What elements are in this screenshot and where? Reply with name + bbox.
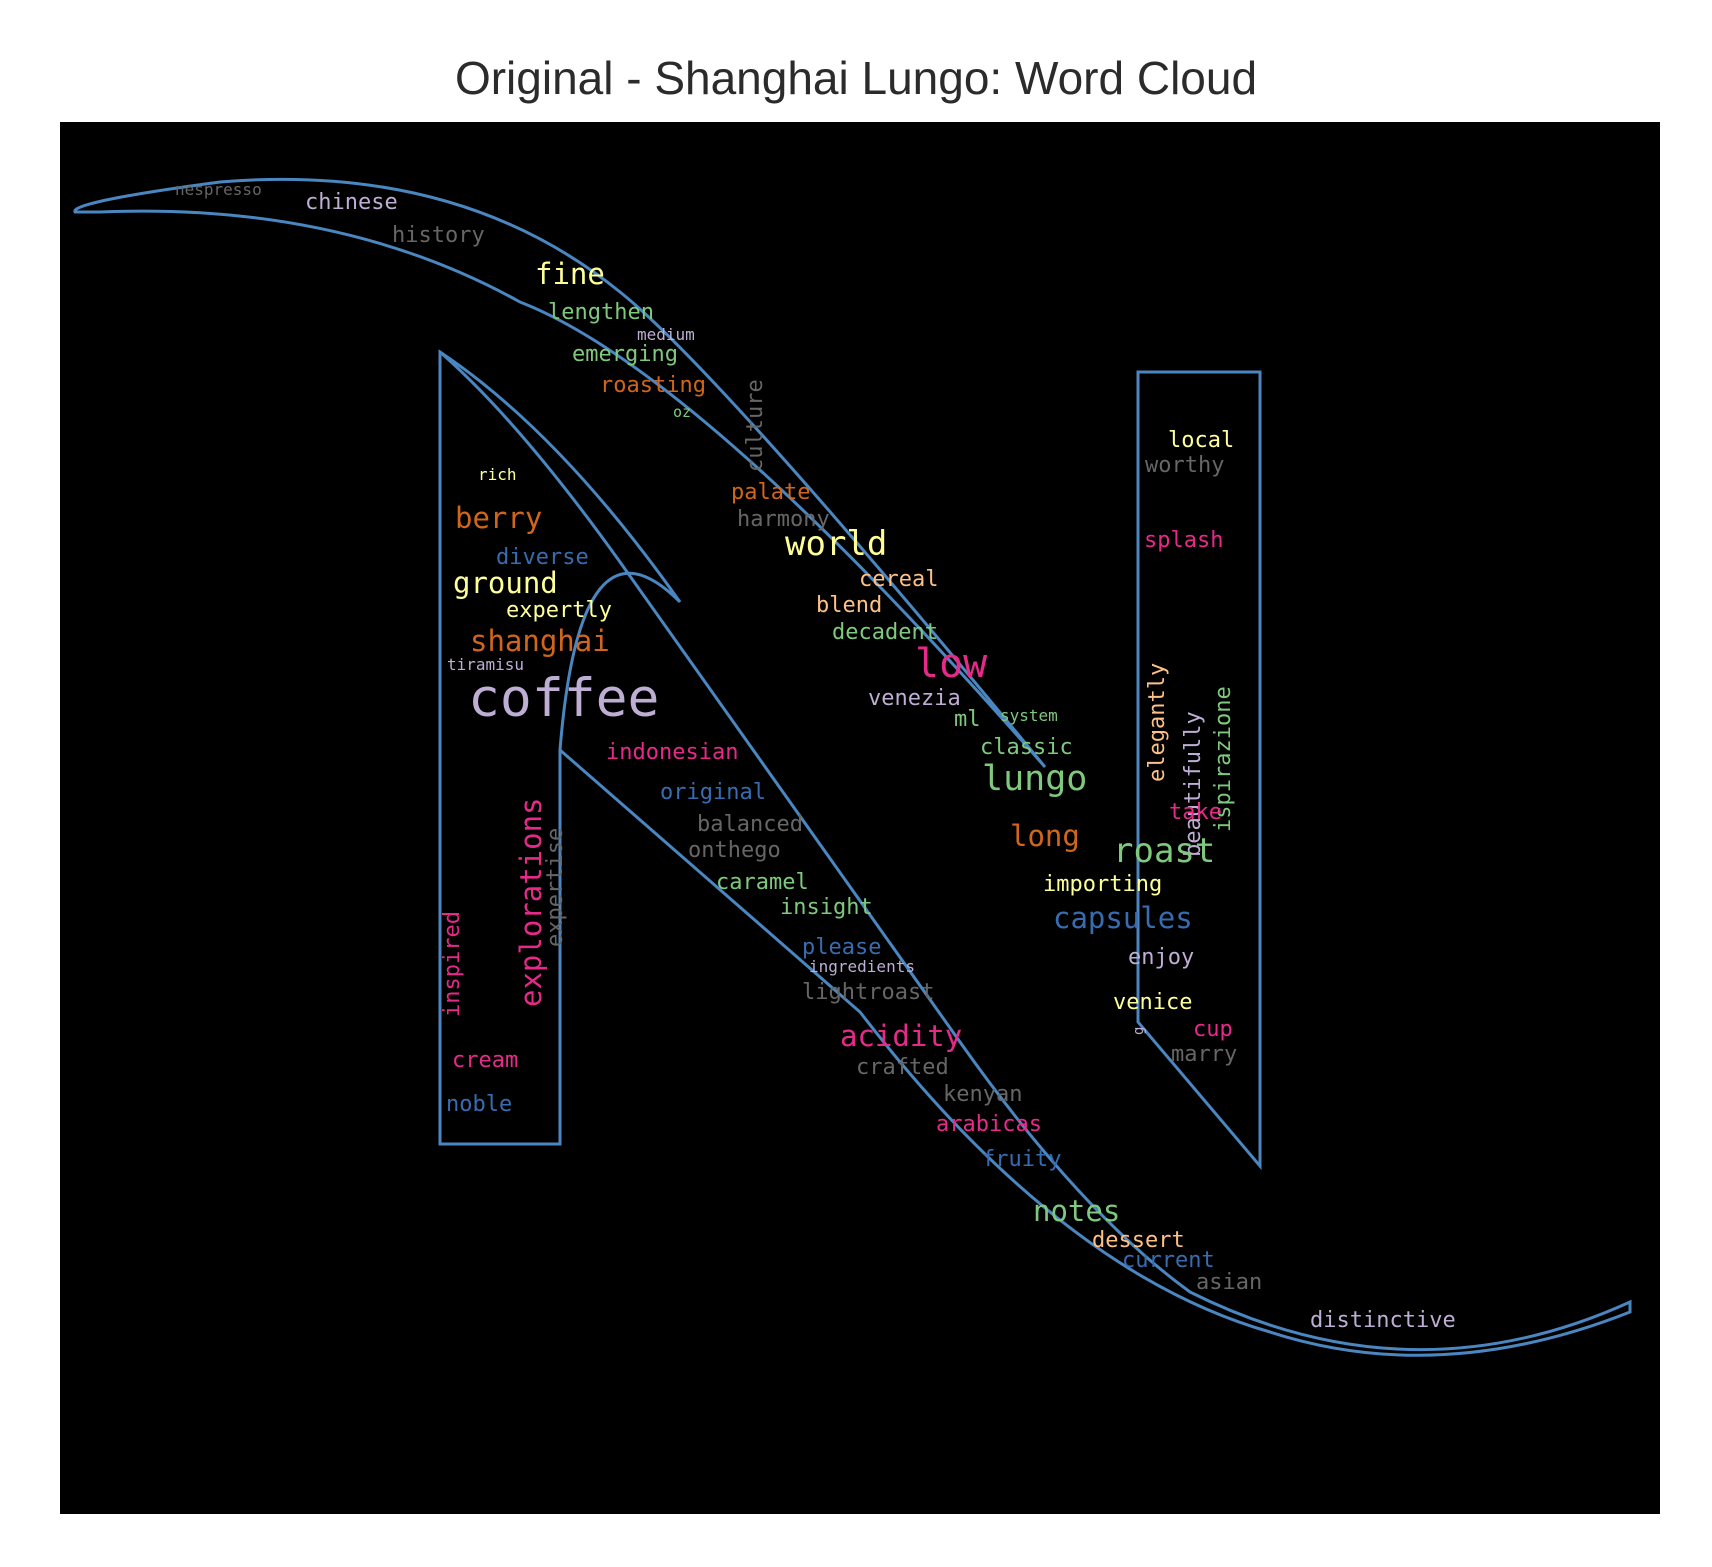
word-importing: importing <box>1043 872 1163 897</box>
word-cereal: cereal <box>859 567 939 592</box>
word-original: original <box>660 780 766 805</box>
right-stem-outline <box>1136 370 1262 1171</box>
word-classic: classic <box>980 735 1073 760</box>
word-g: g <box>1131 1026 1147 1035</box>
word-distinctive: distinctive <box>1310 1308 1456 1333</box>
word-cloud-canvas: nespresso chinese history fine lengthen mediu… <box>60 122 1660 1514</box>
word-world: world <box>785 524 888 564</box>
word-roast: roast <box>1113 831 1216 871</box>
top-swoosh-outline <box>73 177 1047 768</box>
word-dessert: dessert <box>1092 1228 1185 1253</box>
word-decadent: decadent <box>832 620 938 645</box>
word-lightroast: lightroast <box>802 980 935 1005</box>
word-lengthen: lengthen <box>548 300 654 325</box>
word-acidity: acidity <box>840 1019 963 1053</box>
word-lungo: lungo <box>982 759 1088 799</box>
chart-title: Original - Shanghai Lungo: Word Cloud <box>454 52 1258 104</box>
word-explorations: explorations <box>514 797 548 1007</box>
word-notes: notes <box>1033 1194 1121 1228</box>
word-diverse: diverse <box>496 545 589 570</box>
word-indonesian: indonesian <box>606 740 739 765</box>
word-marry: marry <box>1171 1042 1238 1067</box>
word-elegantly: elegantly <box>1145 662 1170 782</box>
word-palate: palate <box>731 480 811 505</box>
word-crafted: crafted <box>856 1055 949 1080</box>
word-fine: fine <box>535 257 605 291</box>
word-medium: medium <box>637 325 695 344</box>
word-harmony: harmony <box>737 507 830 532</box>
word-asian: asian <box>1196 1270 1263 1295</box>
word-insight: insight <box>780 895 873 920</box>
word-noble: noble <box>446 1092 513 1117</box>
word-worthy: worthy <box>1145 453 1225 478</box>
word-expertly: expertly <box>506 598 612 623</box>
diagonal-band-outline <box>439 350 1632 1357</box>
left-stem-outline <box>438 349 682 1146</box>
word-system: system <box>1000 706 1058 725</box>
word-splash: splash <box>1144 528 1224 553</box>
word-balanced: balanced <box>697 812 803 837</box>
word-cream: cream <box>452 1048 519 1073</box>
word-ingredients: ingredients <box>809 957 915 976</box>
word-venice: venice <box>1113 990 1193 1015</box>
word-oz: oz <box>673 403 692 421</box>
word-ml: ml <box>954 707 981 732</box>
word-emerging: emerging <box>572 342 678 367</box>
nespresso-n-logo-outline <box>73 177 1632 1357</box>
word-capsules: capsules <box>1053 901 1193 935</box>
word-inspired: inspired <box>440 911 465 1017</box>
word-caramel: caramel <box>716 870 809 895</box>
word-take: take <box>1169 800 1222 825</box>
word-blend: blend <box>816 593 883 618</box>
word-ground: ground <box>453 566 558 600</box>
word-please: please <box>802 935 882 960</box>
word-long: long <box>1010 819 1080 853</box>
word-tiramisu: tiramisu <box>447 655 525 674</box>
word-chinese: chinese <box>305 190 398 215</box>
word-rich: rich <box>478 465 517 484</box>
word-history: history <box>392 223 485 248</box>
word-onthego: onthego <box>688 838 781 863</box>
word-roasting: roasting <box>600 373 706 398</box>
word-nespresso: nespresso <box>175 180 262 199</box>
word-enjoy: enjoy <box>1128 945 1195 970</box>
word-arabicas: arabicas <box>936 1112 1042 1137</box>
word-shanghai: shanghai <box>470 624 610 658</box>
word-expertise: expertise <box>543 827 568 947</box>
word-culture: culture <box>743 379 768 472</box>
word-fruity: fruity <box>982 1147 1062 1172</box>
word-coffee: coffee <box>468 668 660 729</box>
word-venezia: venezia <box>868 686 961 711</box>
word-local: local <box>1168 428 1235 453</box>
word-kenyan: kenyan <box>943 1082 1023 1107</box>
word-low: low <box>915 641 988 687</box>
word-berry: berry <box>455 501 543 535</box>
word-current: current <box>1122 1248 1215 1273</box>
word-cup: cup <box>1193 1017 1233 1042</box>
